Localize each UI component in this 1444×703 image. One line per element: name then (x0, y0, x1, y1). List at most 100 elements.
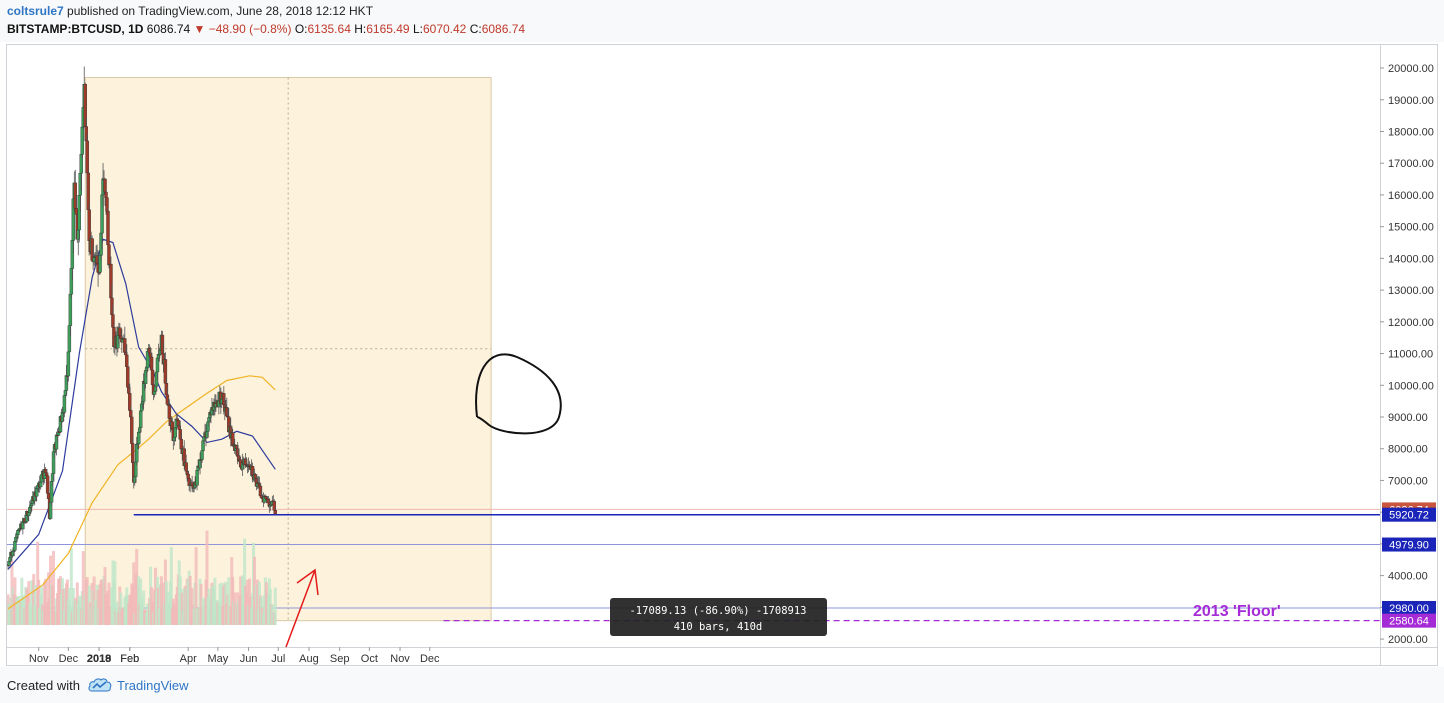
volume-bar (227, 577, 231, 625)
volume-bar (34, 584, 38, 625)
volume-bar (213, 577, 217, 625)
price-tick-label: 10000.00 (1388, 380, 1434, 392)
volume-bar (246, 579, 250, 625)
candle-body (62, 395, 67, 413)
price-tag-box (1382, 537, 1436, 552)
price-tick-label: 17000.00 (1388, 158, 1434, 170)
volume-bar (194, 546, 198, 625)
created-with-label: Created with (7, 678, 80, 693)
price-tick-label: 12000.00 (1388, 317, 1434, 329)
chart-footer: Created with TradingView (0, 667, 1444, 703)
moving-average-slow (7, 375, 276, 610)
price-tick-label: 2000.00 (1388, 634, 1428, 646)
ohlc-legend: BITSTAMP:BTCUSD, 1D 6086.74 ▼ −48.90 (−0… (7, 22, 525, 36)
volume-bar (201, 597, 205, 625)
price-tag-label: 2980.00 (1389, 603, 1429, 615)
candle-body (86, 172, 90, 210)
red-arrow-shaft (285, 569, 316, 648)
low-label: L: (412, 22, 423, 36)
price-tick-label: 20000.00 (1388, 63, 1434, 75)
volume-bar (253, 556, 257, 625)
price-tick-label: 7000.00 (1388, 475, 1428, 487)
candle-body (66, 351, 71, 377)
volume-bar (107, 582, 111, 625)
open-label: O: (294, 22, 308, 36)
candle-body (179, 438, 183, 450)
price-tick-label: 16000.00 (1388, 190, 1434, 202)
tradingview-cloud-icon[interactable] (88, 677, 112, 693)
candle-body (126, 366, 130, 388)
volume-bar (156, 587, 160, 625)
volume-bar (137, 576, 141, 625)
candle-body (195, 470, 199, 486)
high-value: 6165.49 (366, 22, 410, 36)
candle-body (80, 126, 84, 155)
tradingview-brand-link[interactable]: TradingView (117, 678, 189, 693)
time-tick-label: Feb (120, 653, 139, 665)
candle-body (85, 140, 89, 174)
volume-bar (233, 592, 237, 625)
candle-body (131, 443, 135, 463)
volume-bar (218, 583, 222, 625)
candle-body (107, 244, 111, 266)
candle-body (170, 421, 175, 430)
measure-tooltip-line2: 410 bars, 410d (674, 621, 763, 633)
time-tick-label: 2018 (87, 653, 111, 665)
candle-body (103, 178, 107, 193)
volume-bar (205, 530, 209, 625)
time-tick-label: Jun (240, 653, 258, 665)
price-tag-box (1382, 600, 1436, 615)
time-tick-label: Aug (299, 653, 319, 665)
publisher-line: coltsrule7 published on TradingView.com,… (7, 4, 373, 18)
open-value: 6135.64 (307, 22, 351, 36)
candle-body (45, 475, 50, 494)
volume-bar (85, 577, 89, 625)
chart-header: coltsrule7 published on TradingView.com,… (0, 0, 1444, 42)
price-tick-label: 13000.00 (1388, 285, 1434, 297)
price-axis-panel (1380, 45, 1437, 665)
volume-bar (32, 574, 36, 625)
publisher-username[interactable]: coltsrule7 (7, 4, 64, 18)
time-tick-label: Nov (29, 653, 49, 665)
volume-bar (255, 579, 259, 625)
volume-bar (199, 583, 203, 625)
price-tag-label: 2580.64 (1389, 616, 1429, 628)
time-tick-label: Oct (361, 653, 378, 665)
candle-body (200, 450, 204, 460)
chart-area[interactable]: 2013 'Floor' -17089.13 (-86.90%) -1708913… (6, 44, 1438, 666)
volume-bar (119, 592, 123, 625)
price-tick-label: 8000.00 (1388, 444, 1428, 456)
candle-body (136, 431, 141, 444)
time-tick-label: Nov (390, 653, 410, 665)
candle-body (87, 209, 91, 241)
candle-body (149, 356, 154, 371)
price-chart-svg[interactable]: 2013 'Floor' -17089.13 (-86.90%) -1708913… (7, 45, 1437, 665)
volume-bar (44, 578, 48, 625)
volume-bar (169, 547, 173, 625)
price-tick-label: 18000.00 (1388, 126, 1434, 138)
volume-bar (159, 576, 163, 625)
volume-bar (52, 550, 56, 625)
price-tick-label: 15000.00 (1388, 222, 1434, 234)
volume-bar (180, 592, 184, 625)
price-tag-box (1382, 507, 1436, 522)
time-tick-label: Apr (180, 653, 197, 665)
time-tick-label: Sep (330, 653, 350, 665)
candle-body (125, 354, 129, 367)
volume-bar (142, 590, 146, 625)
time-tick-label: 2019 (87, 653, 111, 665)
time-tick-label: Jul (271, 653, 285, 665)
price-tick-label: 11000.00 (1388, 349, 1433, 361)
candle-body (138, 410, 143, 428)
price-tick-label: 14000.00 (1388, 253, 1434, 265)
candle-body (104, 191, 108, 198)
time-tick-label: May (207, 653, 228, 665)
volume-bar (67, 587, 71, 625)
handdrawn-circle-annotation (475, 353, 562, 435)
candle-body (68, 293, 73, 326)
measure-tooltip-line1: -17089.13 (-86.90%) -1708913 (629, 605, 806, 617)
price-tag-label: 4979.90 (1389, 540, 1429, 552)
volume-bar (188, 575, 192, 625)
time-tick-label: Dec (420, 653, 440, 665)
close-label: C: (469, 22, 482, 36)
